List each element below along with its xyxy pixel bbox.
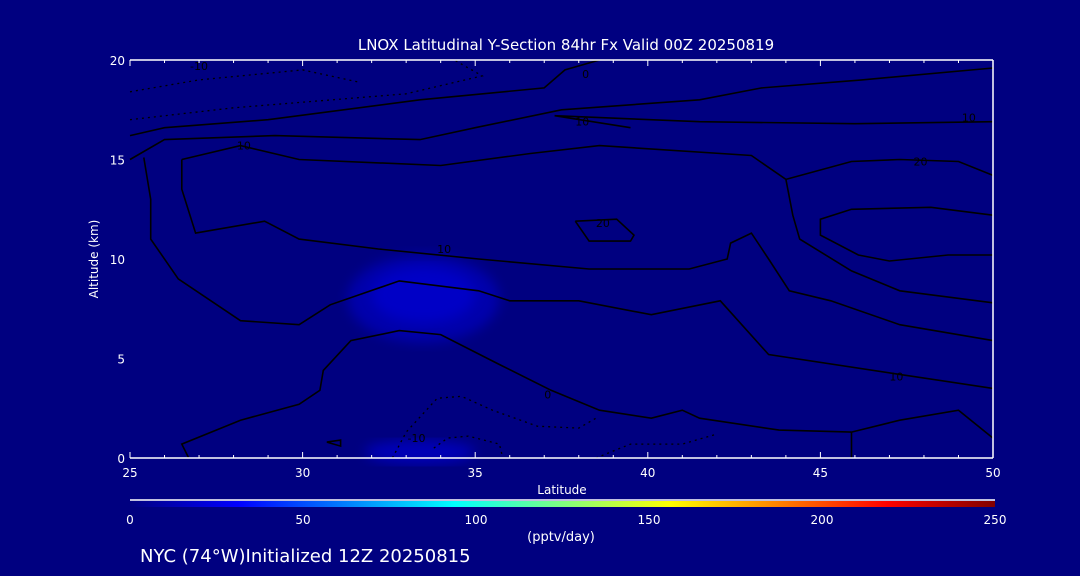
colorbar-tick-label: 150 (638, 513, 661, 527)
contour-label: 10 (962, 112, 976, 125)
contour-line-10 (143, 157, 994, 390)
contour-line-neg10 (391, 395, 597, 459)
axes: 25 30 35 40 45 50 0 5 10 15 20 (110, 54, 1001, 480)
contour-label: 0 (544, 388, 551, 401)
contour-line-0 (326, 439, 342, 448)
y-tick-label: 20 (110, 54, 125, 68)
contour-label: 0 (582, 68, 589, 81)
colorbar-tick-label: 200 (811, 513, 834, 527)
contour-line-neg10 (595, 433, 717, 459)
y-tick-label: 10 (110, 253, 125, 267)
x-tick-label: 50 (985, 466, 1000, 480)
contour-label: -10 (408, 432, 426, 445)
x-tick-label: 45 (813, 466, 828, 480)
contour-label: 10 (889, 370, 903, 383)
contour-line-30 (819, 206, 994, 262)
contour-line-0 (180, 329, 994, 459)
colorbar-label: (pptv/day) (527, 530, 595, 545)
y-tick-label: 15 (110, 154, 125, 168)
x-tick-label: 30 (295, 466, 310, 480)
colorbar-tick-label: 100 (465, 513, 488, 527)
contour-label: 20 (596, 217, 610, 230)
contour-label: 20 (914, 155, 928, 168)
contour-line-10 (181, 144, 994, 304)
contour-line-0 (129, 59, 600, 137)
chart-title: LNOX Latitudinal Y-Section 84hr Fx Valid… (358, 36, 774, 54)
y-axis-label: Altitude (km) (87, 220, 101, 299)
contour-lines (129, 59, 994, 459)
contour-line-20 (785, 158, 994, 181)
colorbar-gradient (130, 501, 995, 507)
x-tick-label: 40 (640, 466, 655, 480)
x-tick-label: 25 (122, 466, 137, 480)
y-tick-label: 0 (117, 452, 125, 466)
colorbar-tick-label: 50 (295, 513, 310, 527)
contour-label: 10 (437, 243, 451, 256)
colorbar-tick-label: 0 (126, 513, 134, 527)
contour-line-20 (574, 218, 636, 242)
contour-label: -10 (190, 60, 208, 73)
colorbar-tick-label: 250 (984, 513, 1007, 527)
contour-line-neg10 (129, 59, 484, 121)
x-tick-label: 35 (468, 466, 483, 480)
contour-line-neg10 (433, 435, 504, 459)
colorbar: 0 50 100 150 200 250 (126, 499, 1007, 527)
contour-label: 10 (237, 140, 251, 153)
y-tick-label: 5 (117, 353, 125, 367)
contour-label: 10 (575, 116, 589, 129)
contour-line-10 (554, 114, 994, 129)
shaded-region (371, 266, 476, 323)
contour-labels: -10 10 0 10 10 20 20 10 10 0 -10 (190, 60, 976, 445)
contour-line-20 (181, 159, 994, 342)
contour-line-neg10 (129, 69, 358, 93)
contour-line-10 (129, 67, 994, 161)
x-axis-label: Latitude (537, 483, 586, 497)
footer-station-info: NYC (74°W)Initialized 12Z 20250815 (140, 546, 471, 567)
